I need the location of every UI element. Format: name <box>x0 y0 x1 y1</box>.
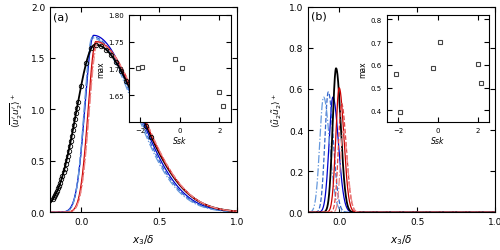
Y-axis label: $\langle \overline{u_2^{\prime} u_2^{\prime}} \rangle^+$: $\langle \overline{u_2^{\prime} u_2^{\pr… <box>9 93 25 127</box>
X-axis label: $x_3/\delta$: $x_3/\delta$ <box>132 232 155 245</box>
X-axis label: $x_3/\delta$: $x_3/\delta$ <box>390 232 413 245</box>
Text: (a): (a) <box>53 12 68 22</box>
Y-axis label: $\langle \tilde{u}_2 \tilde{u}_2 \rangle^+$: $\langle \tilde{u}_2 \tilde{u}_2 \rangle… <box>270 92 283 128</box>
Text: (b): (b) <box>311 12 327 22</box>
